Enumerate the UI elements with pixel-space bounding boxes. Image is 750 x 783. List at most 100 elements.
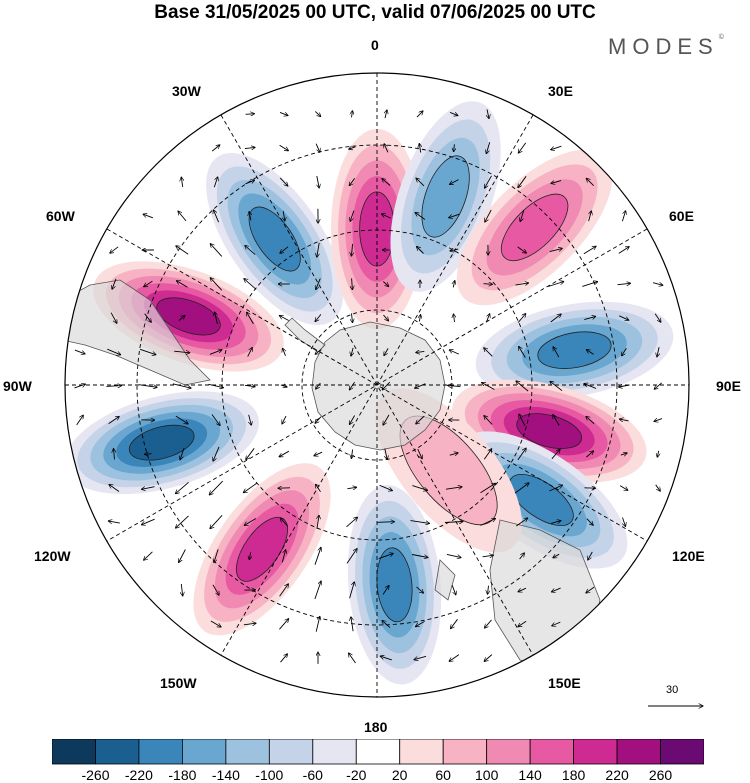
wind-vector — [377, 522, 395, 523]
wind-vector — [480, 519, 496, 526]
wind-vector — [317, 175, 319, 188]
wind-vector — [76, 415, 84, 426]
wind-vector — [108, 416, 120, 424]
wind-vector — [454, 144, 455, 151]
wind-vector — [279, 144, 289, 150]
wind-vector — [518, 587, 527, 592]
wind-vector — [382, 620, 391, 628]
colorbar-swatch — [181, 739, 227, 765]
wind-vector — [179, 549, 186, 563]
wind-vector — [619, 485, 628, 491]
wind-vector — [380, 656, 392, 661]
wind-vector — [382, 381, 391, 390]
wind-vector — [145, 454, 152, 455]
lon-label-60e: 60E — [669, 208, 694, 224]
lon-label-150w: 150W — [160, 675, 197, 691]
wind-vector — [178, 316, 185, 321]
anomaly-contour — [128, 424, 195, 461]
wind-vector — [517, 246, 527, 253]
wind-vector — [245, 114, 255, 115]
wind-vector — [279, 450, 290, 457]
wind-vector — [210, 620, 221, 627]
wind-vector — [142, 486, 155, 490]
colorbar-swatch — [616, 739, 661, 765]
wind-vector — [583, 246, 596, 255]
map-border — [64, 72, 690, 698]
lon-label-30w: 30W — [172, 83, 201, 99]
colorbar-tick-label: 60 — [435, 767, 451, 783]
wind-vector — [316, 382, 321, 389]
colorbar-tick-label: 220 — [605, 767, 629, 783]
wind-vector — [551, 145, 562, 150]
wind-vector — [654, 419, 663, 422]
wind-vector — [449, 453, 458, 455]
wind-vector — [282, 415, 287, 424]
colorbar-tick-label: -140 — [211, 767, 240, 783]
wind-vector — [415, 213, 426, 220]
wind-vector — [416, 111, 423, 118]
wind-vector — [620, 453, 627, 455]
wind-vector — [553, 553, 560, 558]
wind-vector — [144, 551, 153, 560]
wind-vector — [352, 111, 353, 118]
wind-vector — [410, 520, 430, 524]
wind-vector — [588, 551, 593, 560]
wind-vector — [315, 416, 322, 424]
wind-vector — [210, 278, 223, 291]
wind-vector — [520, 210, 525, 221]
wind-vector — [349, 653, 356, 664]
lon-label-60w: 60W — [46, 208, 75, 224]
modes-logo: MODES© — [608, 34, 724, 60]
wind-vector — [315, 616, 320, 632]
wind-vector — [351, 347, 353, 356]
wind-vector — [315, 349, 322, 355]
wind-vector — [584, 316, 595, 321]
wind-vector — [482, 555, 494, 557]
wind-vector — [483, 284, 493, 285]
wind-vector — [518, 620, 527, 626]
lon-label-90e: 90E — [716, 378, 741, 394]
colorbar-tick-label: -20 — [346, 767, 367, 783]
wind-vector — [382, 281, 388, 287]
wind-vector — [586, 350, 594, 355]
wind-vector — [657, 450, 658, 457]
wind-vector — [519, 553, 525, 560]
wind-vector — [144, 313, 152, 323]
wind-vector — [619, 315, 629, 320]
anomaly-center-10 — [65, 391, 260, 495]
wind-vector — [449, 654, 460, 662]
antarctica — [311, 321, 446, 451]
wind-vector — [654, 382, 663, 389]
wind-vector — [622, 347, 627, 356]
wind-vector — [175, 415, 188, 424]
wind-vector — [314, 451, 323, 456]
wind-vector — [280, 518, 289, 527]
wind-vector — [349, 381, 355, 390]
wind-vector — [518, 142, 527, 153]
wind-vector — [347, 487, 356, 488]
colorbar-tick-label: 260 — [648, 767, 673, 783]
wind-vector — [549, 248, 563, 253]
wind-vectors — [74, 109, 663, 664]
wind-vector — [243, 482, 257, 492]
wind-vector — [211, 145, 220, 152]
colorbar-swatch — [573, 739, 618, 765]
wind-vector — [450, 179, 459, 185]
colorbar-swatch — [95, 739, 140, 765]
vector-scale-label: 30 — [666, 684, 679, 696]
wind-vector — [245, 245, 256, 255]
wind-vector — [485, 619, 492, 628]
wind-vector — [74, 384, 86, 389]
wind-vector — [350, 210, 355, 222]
new-zealand — [434, 559, 456, 601]
anomaly-center-4 — [475, 301, 674, 399]
colorbar-tick-label: -180 — [168, 767, 197, 783]
wind-vector — [550, 381, 563, 392]
colorbar-swatch — [225, 739, 270, 765]
wind-vector — [379, 484, 393, 490]
wind-vector — [383, 314, 389, 321]
wind-vector — [516, 518, 527, 527]
wind-vector — [349, 147, 356, 149]
wind-vector — [446, 553, 461, 557]
lon-label-150e: 150E — [548, 675, 581, 691]
